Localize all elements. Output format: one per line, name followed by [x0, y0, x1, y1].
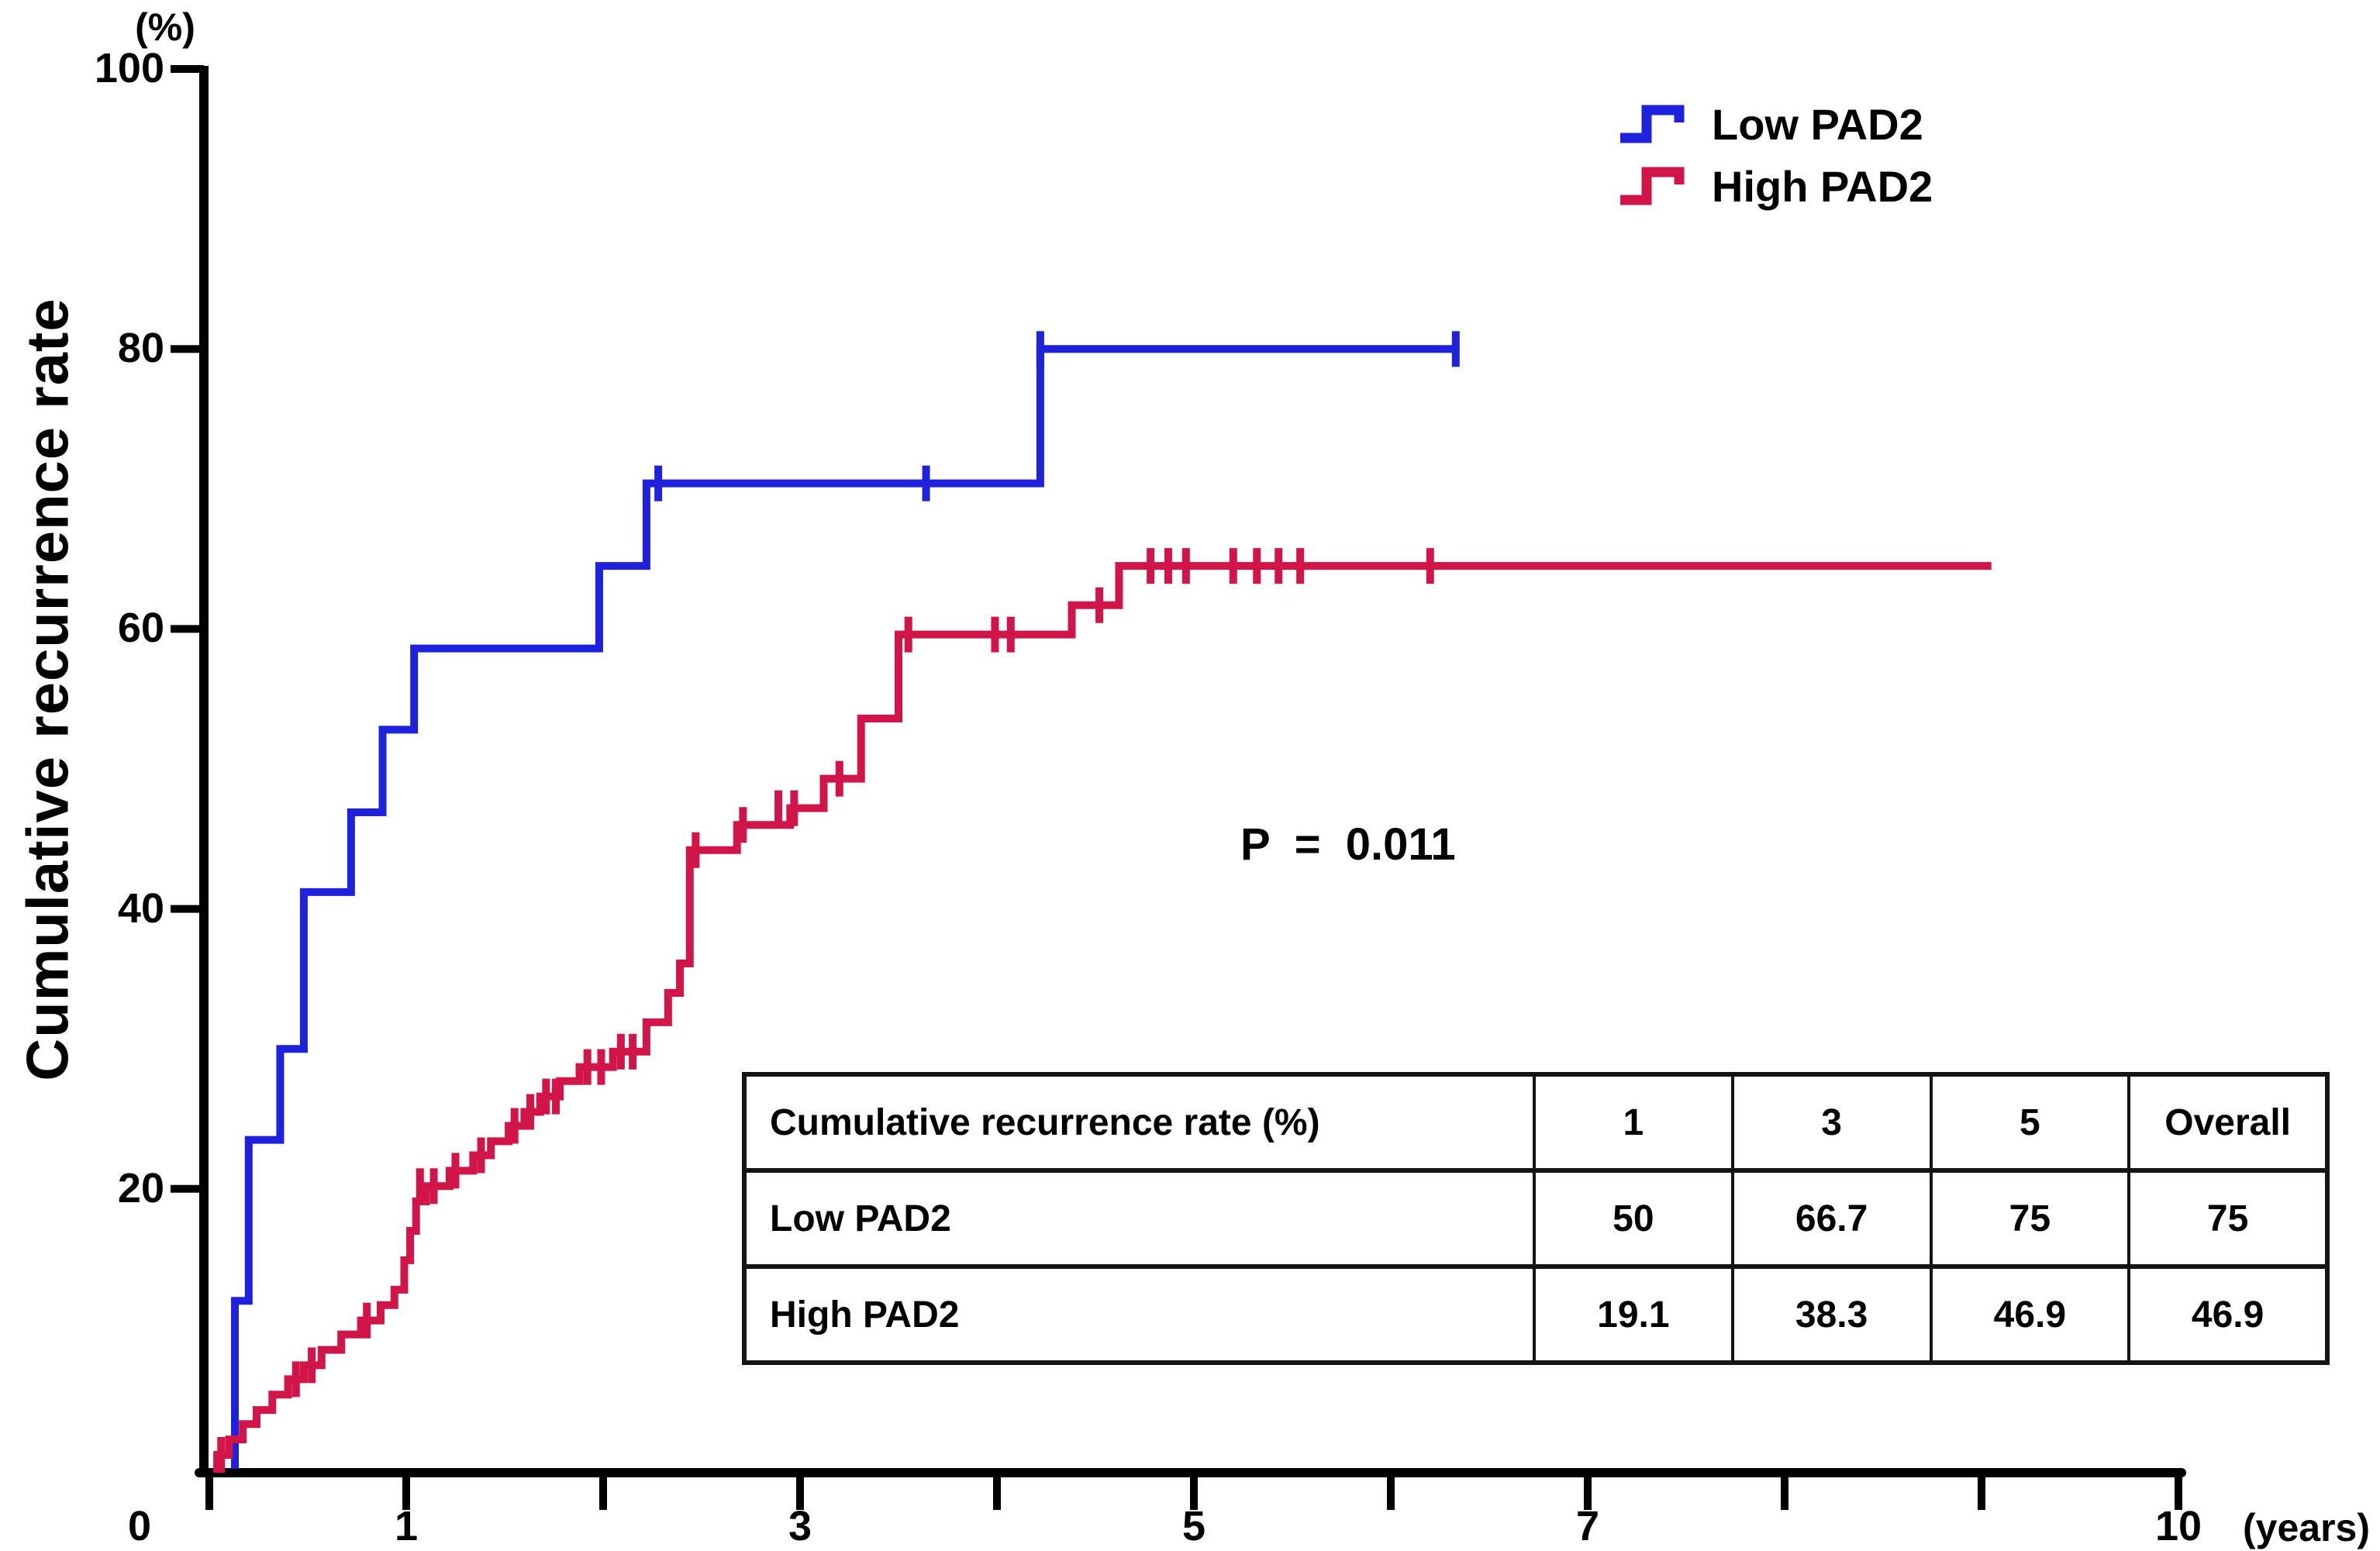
step-line-swatch-red-icon	[1620, 167, 1685, 205]
row-value: 75	[2127, 1168, 2329, 1269]
table-header-year-Overall: Overall	[2127, 1072, 2329, 1173]
table-header-year-3: 3	[1730, 1072, 1933, 1173]
y-tick-label-60: 60	[117, 605, 164, 652]
y-axis-title: Cumulative recurrence rate	[15, 298, 81, 1081]
x-axis-unit: (years)	[2243, 1506, 2370, 1549]
row-value: 46.9	[2127, 1264, 2329, 1365]
legend-label: High PAD2	[1712, 161, 1933, 211]
x-tick-label-1: 1	[394, 1503, 419, 1549]
step-line-swatch-blue-icon	[1620, 105, 1685, 143]
x-tick-label-3: 3	[788, 1503, 812, 1549]
y-tick-label-20: 20	[117, 1164, 164, 1212]
row-label: High PAD2	[743, 1264, 1536, 1365]
y-tick-label-80: 80	[117, 325, 164, 372]
row-value: 46.9	[1929, 1264, 2131, 1365]
row-value: 38.3	[1730, 1264, 1933, 1365]
x-tick-label-7: 7	[1575, 1503, 1600, 1549]
y-axis-unit: (%)	[135, 5, 195, 49]
x-tick-label-10: 10	[2154, 1503, 2202, 1549]
legend-item-low-pad2: Low PAD2	[1617, 93, 1933, 155]
table-header-year-5: 5	[1929, 1072, 2131, 1173]
row-value: 66.7	[1730, 1168, 1933, 1269]
p-value-annotation: P = 0.011	[1240, 819, 1456, 870]
table-header-year-1: 1	[1533, 1072, 1734, 1173]
x-tick-label-5: 5	[1181, 1503, 1206, 1549]
x-tick-label-0: 0	[127, 1503, 152, 1549]
y-tick-label-40: 40	[117, 884, 164, 932]
legend-item-high-pad2: High PAD2	[1617, 155, 1933, 217]
legend-label: Low PAD2	[1712, 99, 1923, 149]
y-tick-label-100: 100	[94, 45, 164, 91]
curve-low-pad2	[231, 345, 1456, 1469]
row-label: Low PAD2	[743, 1168, 1536, 1269]
table-row: Low PAD2 50 66.7 75 75	[743, 1168, 2329, 1269]
legend: Low PAD2 High PAD2	[1617, 93, 1933, 217]
table-header-title: Cumulative recurrence rate (%)	[743, 1072, 1536, 1173]
recurrence-rate-table: Cumulative recurrence rate (%) 1 3 5 Overall…	[742, 1072, 2330, 1365]
table-row: High PAD2 19.1 38.3 46.9 46.9	[743, 1264, 2329, 1365]
row-value: 19.1	[1533, 1264, 1734, 1365]
row-value: 75	[1929, 1168, 2131, 1269]
row-value: 50	[1533, 1168, 1734, 1269]
table-header-row: Cumulative recurrence rate (%) 1 3 5 Overall	[743, 1072, 2329, 1173]
